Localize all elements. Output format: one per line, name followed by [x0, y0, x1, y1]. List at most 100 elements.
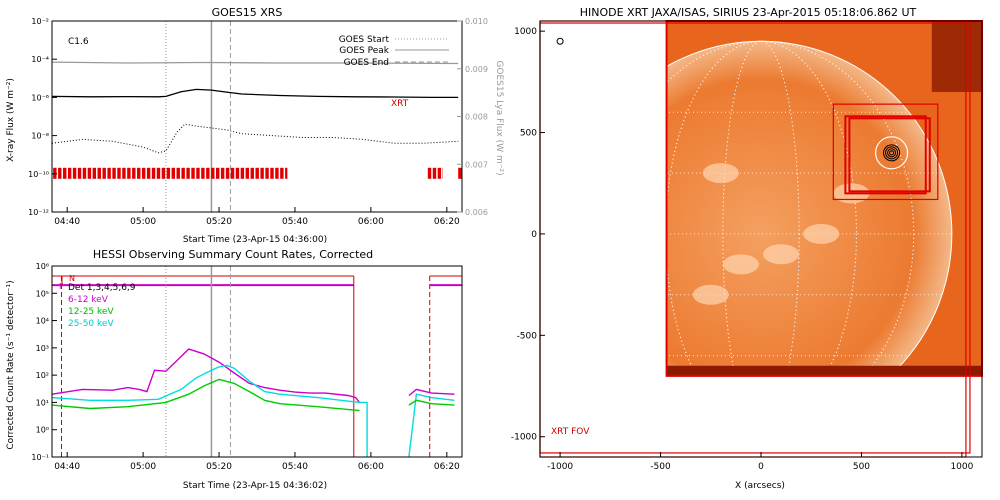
xrt-coverage-bar: [117, 167, 121, 179]
hessi-series-after-0: [408, 393, 455, 458]
xrt-coverage-bar: [122, 167, 126, 179]
goes-class-label: C1.6: [68, 37, 89, 47]
hessi-annotation-n: N: [69, 274, 75, 283]
xrt-coverage-bar: [285, 167, 288, 179]
xrt-ytick-label: 0: [531, 230, 537, 240]
xrt-coverage-bar: [250, 167, 254, 179]
goes-xlabel: Start Time (23-Apr-15 04:36:00): [183, 235, 327, 245]
longitude-grid: [666, 40, 857, 376]
xrt-coverage-bar: [107, 167, 111, 179]
xrt-coverage-bar: [181, 167, 185, 179]
xrt-coverage-bar: [92, 167, 97, 179]
goes-xtick-label: 06:00: [358, 217, 384, 227]
goes-ytick-label: 10⁻⁶: [31, 93, 49, 102]
fov-box: [844, 115, 927, 195]
hessi-annotation-det: Det 1,3,4,5,6,9: [68, 283, 136, 293]
hessi-legend-25-50: 25-50 keV: [68, 319, 114, 329]
flare-contour: [889, 150, 895, 156]
hessi-ytick-label: 10⁰: [36, 426, 49, 435]
xrt-coverage-bar: [132, 167, 136, 179]
xrt-coverage-bar: [102, 167, 106, 179]
fov-box: [832, 103, 939, 201]
xrt-xlabel: X (arcsecs): [735, 481, 785, 491]
xrt-coverage-bar: [186, 167, 190, 179]
xrt-coverage-bar: [240, 167, 245, 179]
hessi-xtick-label: 06:20: [434, 462, 460, 472]
xrt-coverage-bar: [77, 167, 82, 179]
xrt-coverage-bar: [161, 167, 166, 179]
xrt-coverage-bar: [255, 167, 259, 179]
xrt-coverage-bar: [265, 167, 269, 179]
legend-goes-start: GOES Start: [339, 35, 390, 45]
xrt-coverage-bar: [137, 167, 141, 179]
xrt-ytick-label: -500: [517, 331, 538, 341]
xrt-coverage-bar: [235, 167, 240, 179]
xrt-coverage-bar: [67, 167, 72, 179]
xrt-coverage-bar: [432, 167, 437, 179]
xrt-ytick-label: 1000: [514, 27, 537, 37]
hessi-xlabel: Start Time (23-Apr-15 04:36:02): [183, 481, 327, 491]
goes-ytick-right-label: 0.007: [465, 160, 488, 169]
longitude-grid: [722, 40, 800, 376]
xrt-coverage-bar: [141, 167, 146, 179]
goes-ytick-label: 10⁻¹²: [28, 208, 49, 217]
xrt-dark-corner: [931, 21, 982, 92]
xrt-coverage-bar: [156, 167, 161, 179]
xrt-coverage-bar: [87, 167, 92, 179]
goes-xtick-label: 05:00: [130, 217, 156, 227]
goes-series-1: [51, 123, 459, 154]
xrt-coverage-bar: [63, 167, 67, 179]
xrt-coverage-bar: [206, 167, 210, 179]
hessi-plot-area: 04:40 05:00 05:20 05:40 06:00 06:20 10⁶ 10⁵ 10⁴ 1…: [31, 262, 463, 472]
goes-title: GOES15 XRS: [212, 6, 283, 19]
bright-region: [702, 163, 739, 184]
hessi-ytick-label: 10⁶: [36, 262, 49, 271]
goes-ytick-label: 10⁻⁸: [31, 132, 49, 141]
xrt-coverage-bar: [191, 167, 195, 179]
hessi-series-0: [51, 348, 361, 403]
xrt-ytick-label: -1000: [511, 433, 537, 443]
xrt-coverage-bar: [275, 167, 279, 179]
bright-region: [763, 244, 800, 265]
xrt-coverage-bar: [58, 167, 62, 179]
hessi-series-2: [51, 364, 368, 457]
goes-ytick-label: 10⁻²: [31, 17, 49, 26]
xrt-coverage-bar: [82, 167, 87, 179]
goes-xtick-label: 05:40: [282, 217, 308, 227]
xrt-coverage-bar: [72, 167, 77, 179]
hessi-xtick-label: 04:40: [54, 462, 80, 472]
hessi-ytick-label: 10¹: [36, 398, 49, 407]
goes-series-2: [51, 61, 459, 65]
hessi-ytick-label: 10²: [36, 371, 49, 380]
xrt-coverage-bar: [216, 167, 220, 179]
xrt-coverage-bar: [437, 167, 442, 179]
goes-ytick-label: 10⁻¹⁰: [28, 170, 49, 179]
goes-ytick-right-label: 0.006: [465, 208, 488, 217]
xrt-ytick-label: 500: [520, 129, 537, 139]
xrt-xtick-label: -1000: [547, 462, 573, 472]
xrt-coverage-bar: [176, 167, 180, 179]
flare-contour: [887, 148, 897, 158]
goes-series-0: [51, 88, 459, 99]
xrt-xtick-label: 500: [853, 462, 870, 472]
solar-disk: [666, 41, 952, 376]
longitude-grid: [666, 40, 915, 376]
xrt-coverage-bar: [166, 167, 171, 179]
xrt-coverage-bar: [260, 167, 264, 179]
goes-xtick-label: 06:20: [434, 217, 460, 227]
goes-plot-area: 04:40 05:00 05:20 05:40 06:00 06:20 10⁻² 10⁻⁴ 10…: [28, 17, 488, 227]
xrt-coverage-bar: [127, 167, 131, 179]
xrt-coverage-bar: [211, 167, 215, 179]
hessi-ylabel: Corrected Count Rate (s⁻¹ detector⁻¹): [6, 280, 16, 449]
xrt-title: HINODE XRT JAXA/ISAS, SIRIUS 23-Apr-2015…: [580, 6, 917, 19]
goes-xrt-label: XRT: [391, 99, 409, 109]
hessi-xtick-label: 05:20: [206, 462, 232, 472]
hessi-series-after-1: [408, 388, 455, 397]
fov-box: [848, 117, 931, 193]
goes-ytick-right-label: 0.010: [465, 17, 488, 26]
hessi-ytick-label: 10⁵: [36, 289, 49, 298]
xrt-coverage-bar: [171, 167, 175, 179]
xrt-fov-label: XRT FOV: [551, 427, 590, 437]
bright-region: [722, 254, 759, 275]
